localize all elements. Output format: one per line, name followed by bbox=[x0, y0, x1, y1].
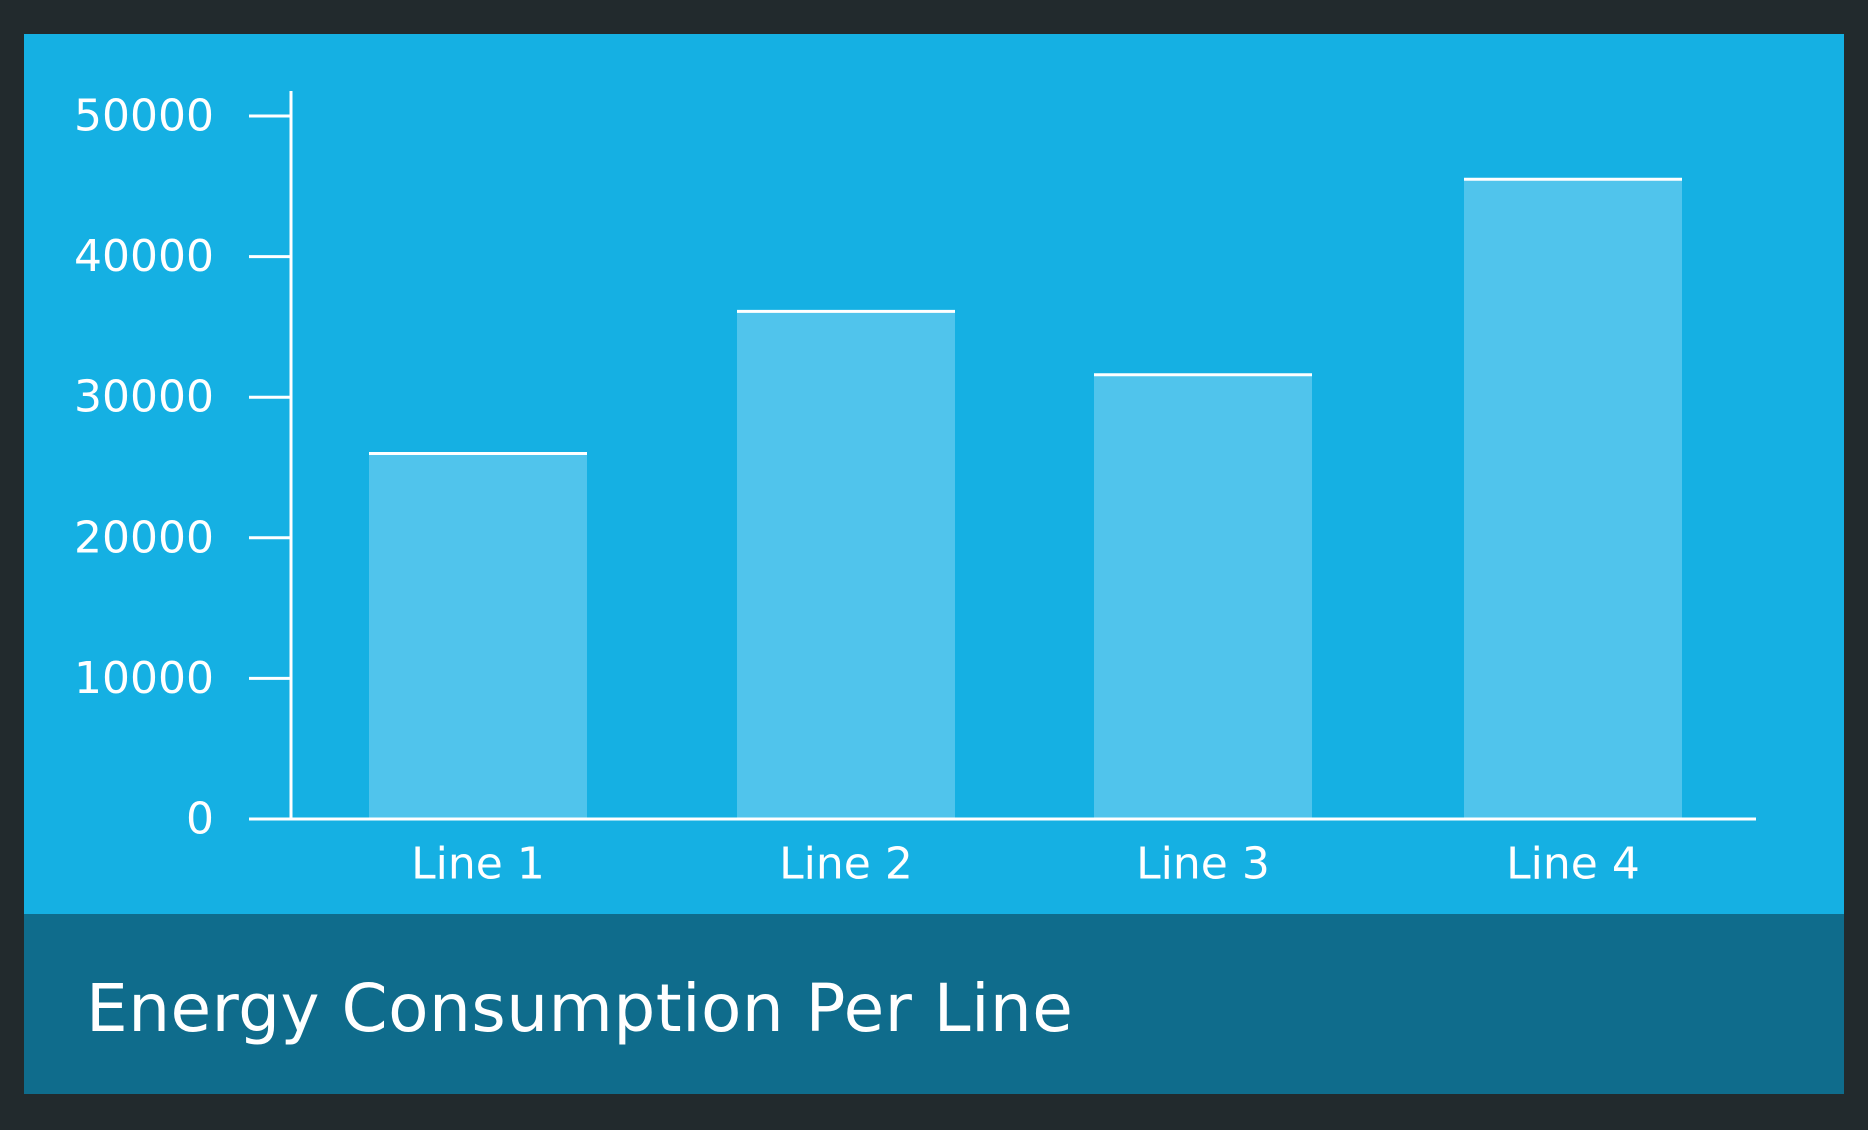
y-tick-label: 20000 bbox=[74, 512, 214, 563]
y-tick-label: 50000 bbox=[74, 91, 214, 142]
chart-footer: Energy Consumption Per Line bbox=[24, 914, 1844, 1094]
y-tick-label: 0 bbox=[186, 794, 214, 845]
y-tick-label: 40000 bbox=[74, 231, 214, 282]
bar bbox=[1094, 374, 1312, 819]
chart-panel: 0 10000 20000 30000 40000 50000 Line 1 Line 2 Li… bbox=[24, 34, 1844, 1094]
x-tick-label: Line 3 bbox=[1136, 839, 1270, 890]
bar bbox=[1464, 179, 1682, 819]
bar bbox=[369, 453, 587, 819]
chart-title: Energy Consumption Per Line bbox=[86, 970, 1074, 1047]
bar bbox=[737, 311, 955, 819]
y-tick-label: 10000 bbox=[74, 653, 214, 704]
x-tick-label: Line 4 bbox=[1506, 839, 1640, 890]
y-tick-label: 30000 bbox=[74, 372, 214, 423]
bar-chart: 0 10000 20000 30000 40000 50000 Line 1 Line 2 Li… bbox=[74, 91, 1756, 890]
x-tick-label: Line 2 bbox=[779, 839, 913, 890]
x-tick-label: Line 1 bbox=[411, 839, 545, 890]
